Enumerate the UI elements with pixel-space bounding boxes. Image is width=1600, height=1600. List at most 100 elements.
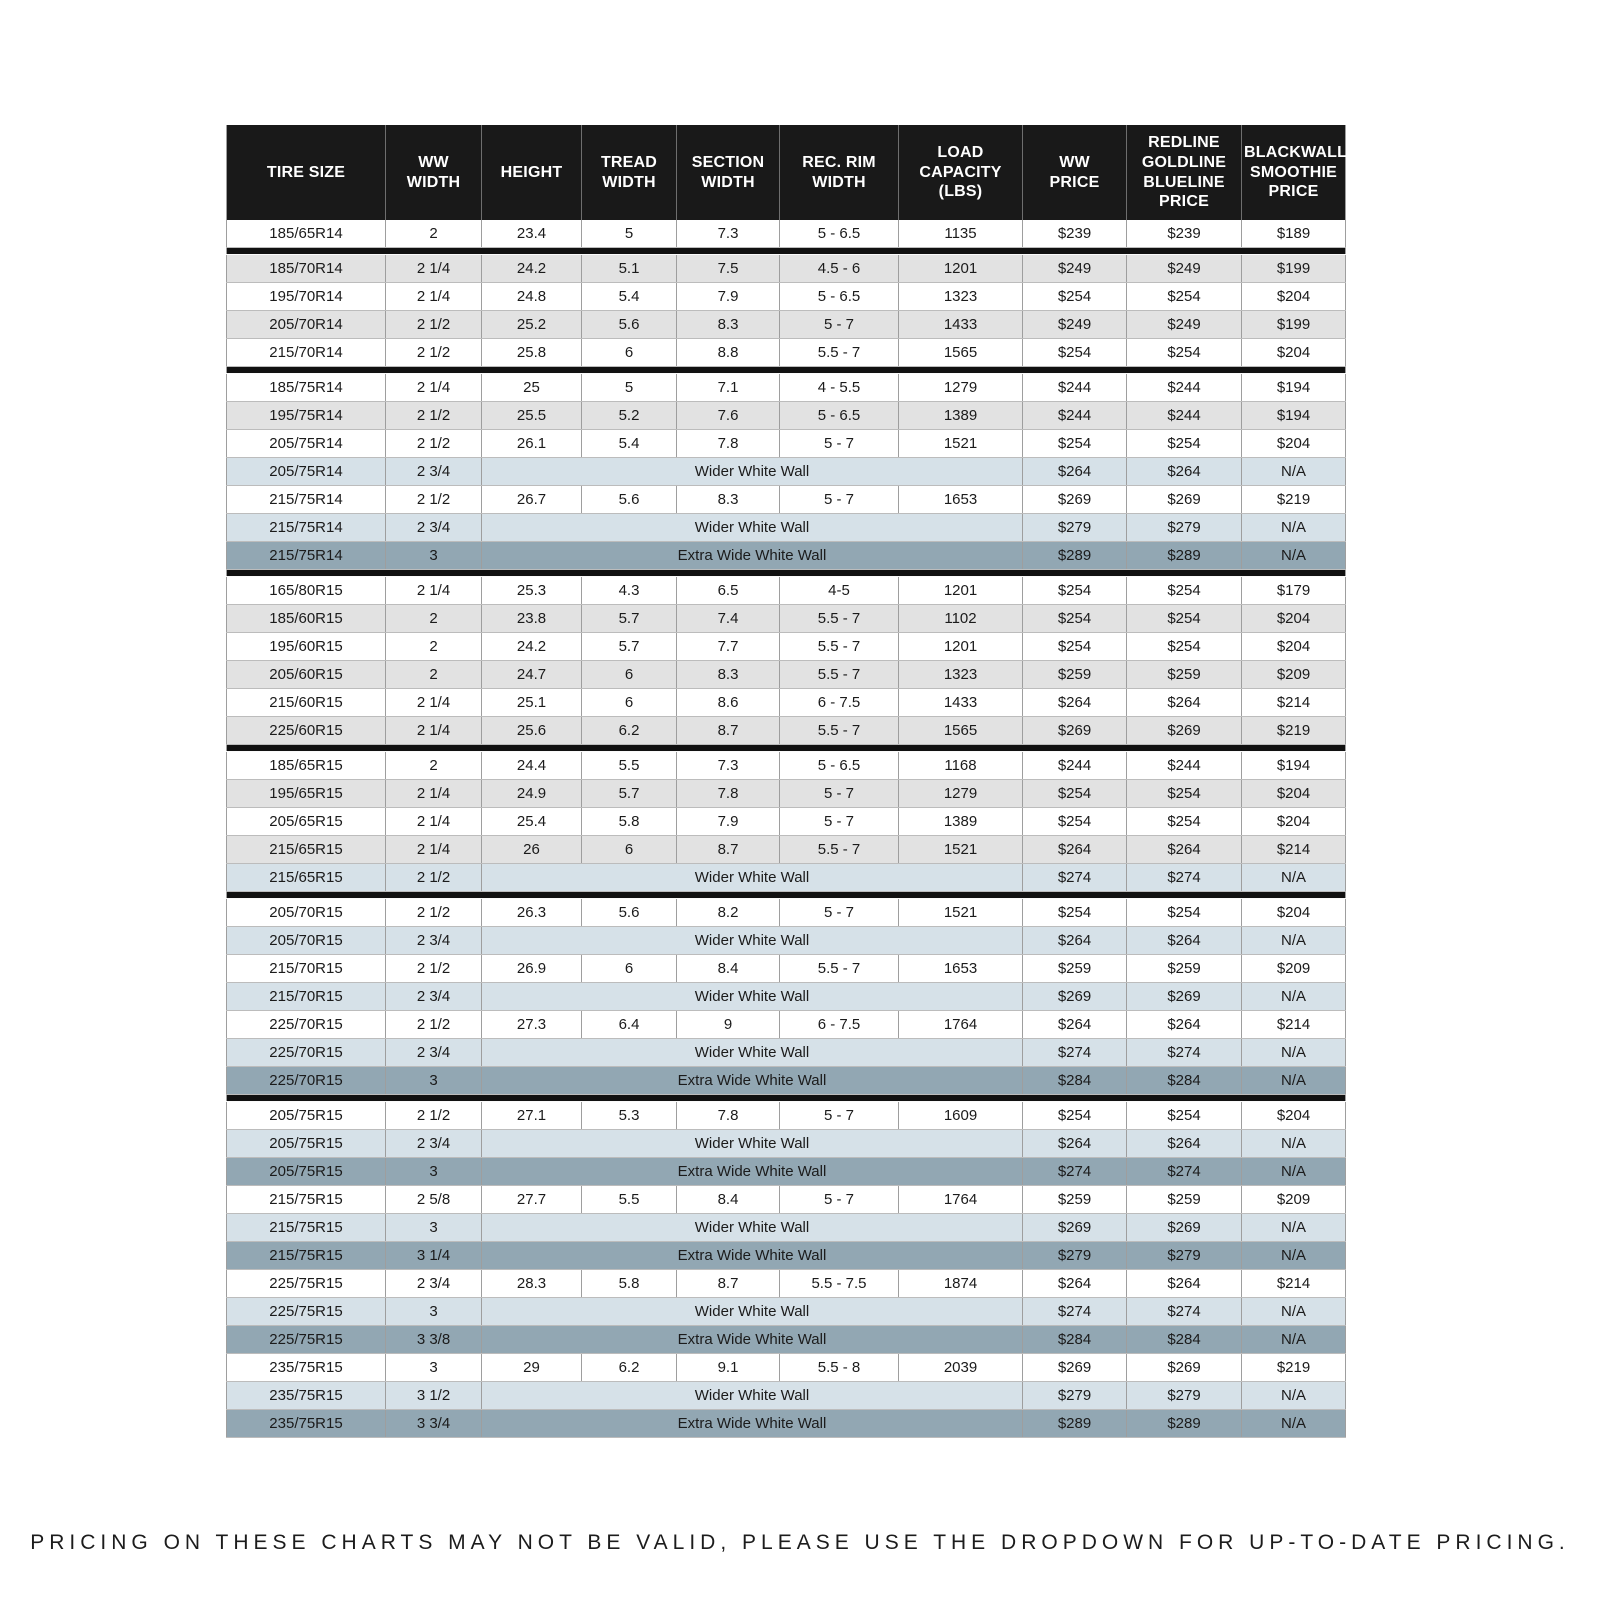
cell-rec-rim-width: 5.5 - 7 xyxy=(779,632,899,661)
cell-blackwall-price: $214 xyxy=(1241,688,1346,717)
cell-ww-price: $264 xyxy=(1022,457,1127,486)
cell-blackwall-price: $209 xyxy=(1241,660,1346,689)
cell-tread-width: 6.4 xyxy=(581,1010,677,1039)
cell-rec-rim-width: 5.5 - 7 xyxy=(779,604,899,633)
cell-rec-rim-width: 5.5 - 7 xyxy=(779,716,899,745)
cell-load-capacity: 1201 xyxy=(898,632,1023,661)
cell-tread-width: 5.6 xyxy=(581,485,677,514)
cell-section-width: 9.1 xyxy=(676,1353,780,1382)
cell-section-width: 8.3 xyxy=(676,310,780,339)
cell-ww-width: 2 3/4 xyxy=(385,513,482,542)
cell-tread-width: 5.3 xyxy=(581,1101,677,1130)
cell-load-capacity: 1201 xyxy=(898,254,1023,283)
header-row: TIRE SIZE WW WIDTH HEIGHT TREAD WIDTH SECTIO… xyxy=(226,125,1347,220)
cell-tire-size: 215/75R14 xyxy=(226,485,386,514)
cell-height: 24.8 xyxy=(481,282,582,311)
cell-wall-type: Wider White Wall xyxy=(481,457,1023,486)
cell-ww-price: $244 xyxy=(1022,401,1127,430)
cell-height: 25.4 xyxy=(481,807,582,836)
cell-blackwall-price: $214 xyxy=(1241,1010,1346,1039)
cell-ww-price: $269 xyxy=(1022,982,1127,1011)
cell-redline-price: $269 xyxy=(1126,716,1242,745)
cell-tread-width: 6 xyxy=(581,688,677,717)
cell-blackwall-price: $204 xyxy=(1241,282,1346,311)
cell-height: 26.9 xyxy=(481,954,582,983)
cell-rec-rim-width: 5.5 - 7.5 xyxy=(779,1269,899,1298)
cell-ww-width: 2 1/2 xyxy=(385,401,482,430)
cell-tread-width: 5.8 xyxy=(581,807,677,836)
table-row: 215/75R15 3 Wider White Wall $269 $269 N/A xyxy=(226,1213,1346,1242)
cell-height: 24.9 xyxy=(481,779,582,808)
cell-tire-size: 215/70R14 xyxy=(226,338,386,367)
cell-ww-width: 2 1/2 xyxy=(385,485,482,514)
cell-ww-price: $254 xyxy=(1022,632,1127,661)
cell-section-width: 7.9 xyxy=(676,807,780,836)
cell-blackwall-price: N/A xyxy=(1241,926,1346,955)
table-row: 235/75R15 3 29 6.2 9.1 5.5 - 8 2039 $269 $269 $21… xyxy=(226,1353,1346,1382)
table-row: 205/70R14 2 1/2 25.2 5.6 8.3 5 - 7 1433 $249 $24… xyxy=(226,310,1346,339)
cell-tire-size: 225/60R15 xyxy=(226,716,386,745)
cell-ww-price: $274 xyxy=(1022,1157,1127,1186)
cell-load-capacity: 1521 xyxy=(898,835,1023,864)
cell-ww-width: 2 3/4 xyxy=(385,982,482,1011)
table-row: 195/75R14 2 1/2 25.5 5.2 7.6 5 - 6.5 1389 $244 $… xyxy=(226,401,1346,430)
cell-ww-price: $269 xyxy=(1022,485,1127,514)
cell-section-width: 9 xyxy=(676,1010,780,1039)
cell-section-width: 7.6 xyxy=(676,401,780,430)
cell-wall-type: Wider White Wall xyxy=(481,926,1023,955)
cell-load-capacity: 1653 xyxy=(898,954,1023,983)
cell-tire-size: 215/70R15 xyxy=(226,954,386,983)
cell-redline-price: $254 xyxy=(1126,429,1242,458)
cell-redline-price: $244 xyxy=(1126,373,1242,402)
table-row: 235/75R15 3 3/4 Extra Wide White Wall $289 $… xyxy=(226,1409,1346,1438)
cell-tire-size: 195/60R15 xyxy=(226,632,386,661)
cell-redline-price: $254 xyxy=(1126,779,1242,808)
cell-tire-size: 235/75R15 xyxy=(226,1381,386,1410)
cell-wall-type: Wider White Wall xyxy=(481,863,1023,892)
cell-section-width: 7.5 xyxy=(676,254,780,283)
cell-section-width: 7.3 xyxy=(676,751,780,780)
cell-ww-price: $254 xyxy=(1022,282,1127,311)
table-row: 205/75R14 2 3/4 Wider White Wall $264 $264 N/… xyxy=(226,457,1346,486)
cell-tread-width: 5.4 xyxy=(581,282,677,311)
cell-rec-rim-width: 5.5 - 7 xyxy=(779,835,899,864)
cell-ww-width: 2 3/4 xyxy=(385,1038,482,1067)
cell-redline-price: $244 xyxy=(1126,751,1242,780)
cell-section-width: 8.4 xyxy=(676,954,780,983)
section-divider xyxy=(226,744,1346,752)
cell-ww-width: 2 1/2 xyxy=(385,310,482,339)
cell-rec-rim-width: 5 - 7 xyxy=(779,898,899,927)
cell-redline-price: $259 xyxy=(1126,1185,1242,1214)
cell-rec-rim-width: 5.5 - 7 xyxy=(779,338,899,367)
cell-ww-price: $264 xyxy=(1022,1269,1127,1298)
cell-tire-size: 215/65R15 xyxy=(226,863,386,892)
cell-section-width: 8.3 xyxy=(676,660,780,689)
column-header-ww-price: WW PRICE xyxy=(1022,125,1127,220)
table-row: 195/60R15 2 24.2 5.7 7.7 5.5 - 7 1201 $254 $254 $… xyxy=(226,632,1346,661)
column-header-height: HEIGHT xyxy=(481,125,582,220)
cell-redline-price: $264 xyxy=(1126,1129,1242,1158)
cell-ww-width: 2 1/2 xyxy=(385,338,482,367)
cell-section-width: 8.7 xyxy=(676,835,780,864)
cell-tire-size: 235/75R15 xyxy=(226,1409,386,1438)
table-row: 215/70R15 2 3/4 Wider White Wall $269 $269 N/… xyxy=(226,982,1346,1011)
cell-ww-price: $254 xyxy=(1022,604,1127,633)
table-row: 205/70R15 2 1/2 26.3 5.6 8.2 5 - 7 1521 $254 $25… xyxy=(226,898,1346,927)
cell-tire-size: 225/75R15 xyxy=(226,1269,386,1298)
cell-tire-size: 215/75R15 xyxy=(226,1185,386,1214)
cell-ww-width: 3 xyxy=(385,1213,482,1242)
cell-ww-width: 3 3/8 xyxy=(385,1325,482,1354)
cell-load-capacity: 1201 xyxy=(898,576,1023,605)
cell-section-width: 8.6 xyxy=(676,688,780,717)
table-row: 215/75R14 2 3/4 Wider White Wall $279 $279 N/… xyxy=(226,513,1346,542)
cell-wall-type: Extra Wide White Wall xyxy=(481,541,1023,570)
table-row: 225/75R15 2 3/4 28.3 5.8 8.7 5.5 - 7.5 1874 $26… xyxy=(226,1269,1346,1298)
table-row: 225/70R15 2 1/2 27.3 6.4 9 6 - 7.5 1764 $264 $26… xyxy=(226,1010,1346,1039)
cell-tread-width: 5.6 xyxy=(581,898,677,927)
table-row: 225/75R15 3 Wider White Wall $274 $274 N/A xyxy=(226,1297,1346,1326)
table-row: 225/70R15 2 3/4 Wider White Wall $274 $274 N/… xyxy=(226,1038,1346,1067)
table-row: 185/65R14 2 23.4 5 7.3 5 - 6.5 1135 $239 $239 $18… xyxy=(226,220,1346,248)
cell-ww-price: $254 xyxy=(1022,1101,1127,1130)
table-row: 215/65R15 2 1/4 26 6 8.7 5.5 - 7 1521 $264 $264 $… xyxy=(226,835,1346,864)
cell-ww-width: 2 1/4 xyxy=(385,373,482,402)
